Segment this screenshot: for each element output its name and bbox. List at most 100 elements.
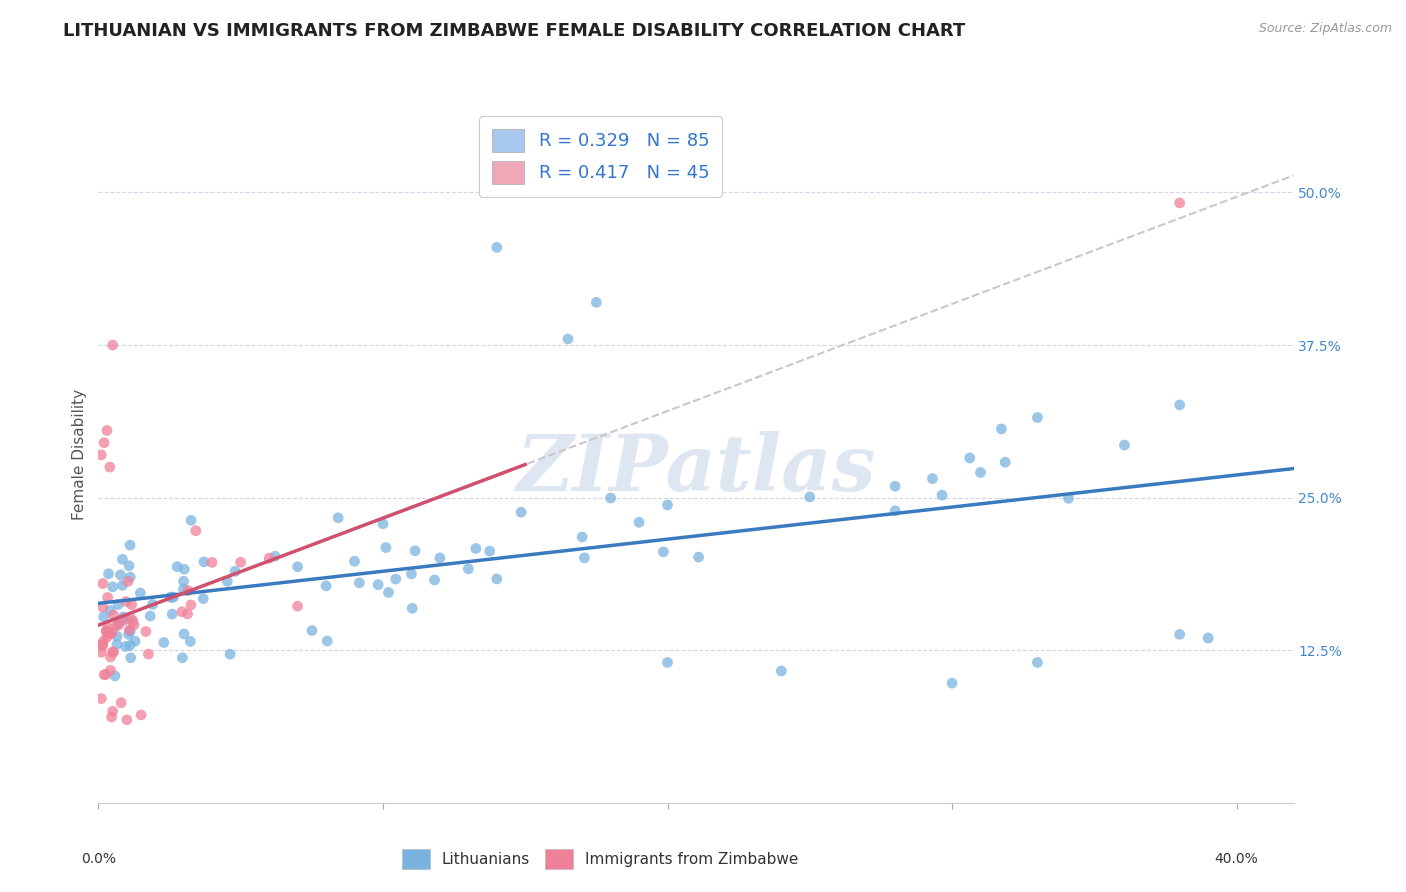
- Point: [201, 556, 224, 570]
- Point: [931, 488, 953, 502]
- Point: [115, 612, 138, 626]
- Point: [105, 629, 128, 643]
- Point: [217, 574, 239, 589]
- Point: [91, 638, 114, 652]
- Point: [404, 543, 426, 558]
- Point: [94, 667, 117, 681]
- Point: [142, 598, 165, 612]
- Point: [111, 578, 134, 592]
- Point: [401, 566, 423, 581]
- Point: [599, 491, 621, 505]
- Point: [990, 422, 1012, 436]
- Point: [118, 558, 141, 573]
- Point: [884, 479, 907, 493]
- Text: ZIPatlas: ZIPatlas: [516, 431, 876, 507]
- Point: [97, 626, 120, 640]
- Point: [585, 295, 607, 310]
- Point: [98, 460, 121, 475]
- Point: [478, 544, 501, 558]
- Point: [172, 650, 194, 665]
- Point: [118, 639, 141, 653]
- Point: [117, 574, 139, 589]
- Point: [100, 710, 122, 724]
- Point: [118, 538, 141, 552]
- Point: [98, 603, 121, 617]
- Point: [959, 450, 981, 465]
- Point: [91, 576, 114, 591]
- Point: [510, 505, 533, 519]
- Y-axis label: Female Disability: Female Disability: [72, 389, 87, 521]
- Text: 0.0%: 0.0%: [82, 852, 115, 865]
- Point: [884, 504, 907, 518]
- Point: [287, 599, 309, 614]
- Point: [557, 332, 579, 346]
- Point: [159, 591, 181, 605]
- Point: [385, 572, 408, 586]
- Point: [1026, 410, 1049, 425]
- Point: [994, 455, 1017, 469]
- Point: [122, 614, 145, 628]
- Point: [574, 550, 596, 565]
- Point: [969, 466, 991, 480]
- Point: [193, 555, 215, 569]
- Point: [328, 510, 350, 524]
- Point: [104, 669, 127, 683]
- Point: [90, 448, 112, 462]
- Point: [377, 585, 399, 599]
- Point: [257, 551, 280, 566]
- Point: [315, 579, 337, 593]
- Point: [799, 490, 821, 504]
- Point: [135, 624, 157, 639]
- Point: [688, 550, 710, 565]
- Point: [129, 707, 152, 722]
- Point: [1168, 627, 1191, 641]
- Point: [138, 647, 160, 661]
- Point: [91, 639, 114, 653]
- Point: [110, 567, 132, 582]
- Point: [457, 562, 479, 576]
- Point: [264, 549, 287, 564]
- Point: [193, 591, 215, 606]
- Point: [921, 472, 943, 486]
- Point: [301, 624, 323, 638]
- Text: Source: ZipAtlas.com: Source: ZipAtlas.com: [1258, 22, 1392, 36]
- Point: [112, 610, 135, 624]
- Point: [120, 624, 142, 639]
- Point: [97, 591, 120, 605]
- Point: [120, 611, 142, 625]
- Point: [139, 609, 162, 624]
- Point: [162, 591, 184, 605]
- Point: [107, 615, 129, 630]
- Point: [112, 613, 135, 627]
- Point: [94, 624, 117, 639]
- Point: [941, 676, 963, 690]
- Point: [101, 704, 124, 718]
- Point: [652, 545, 675, 559]
- Point: [107, 618, 129, 632]
- Point: [464, 541, 486, 556]
- Point: [93, 609, 115, 624]
- Point: [93, 667, 115, 681]
- Point: [628, 516, 651, 530]
- Point: [177, 583, 200, 598]
- Point: [105, 637, 128, 651]
- Point: [179, 634, 201, 648]
- Legend: Lithuanians, Immigrants from Zimbabwe: Lithuanians, Immigrants from Zimbabwe: [396, 843, 804, 875]
- Point: [118, 623, 141, 637]
- Point: [120, 650, 142, 665]
- Point: [120, 570, 142, 584]
- Point: [184, 524, 207, 538]
- Point: [180, 513, 202, 527]
- Point: [124, 634, 146, 648]
- Point: [160, 607, 183, 621]
- Point: [173, 574, 195, 589]
- Point: [485, 572, 508, 586]
- Point: [343, 554, 366, 568]
- Text: 40.0%: 40.0%: [1215, 852, 1258, 865]
- Point: [401, 601, 423, 615]
- Text: LITHUANIAN VS IMMIGRANTS FROM ZIMBABWE FEMALE DISABILITY CORRELATION CHART: LITHUANIAN VS IMMIGRANTS FROM ZIMBABWE F…: [63, 22, 966, 40]
- Point: [770, 664, 793, 678]
- Point: [107, 598, 129, 612]
- Point: [1057, 491, 1080, 506]
- Point: [349, 575, 371, 590]
